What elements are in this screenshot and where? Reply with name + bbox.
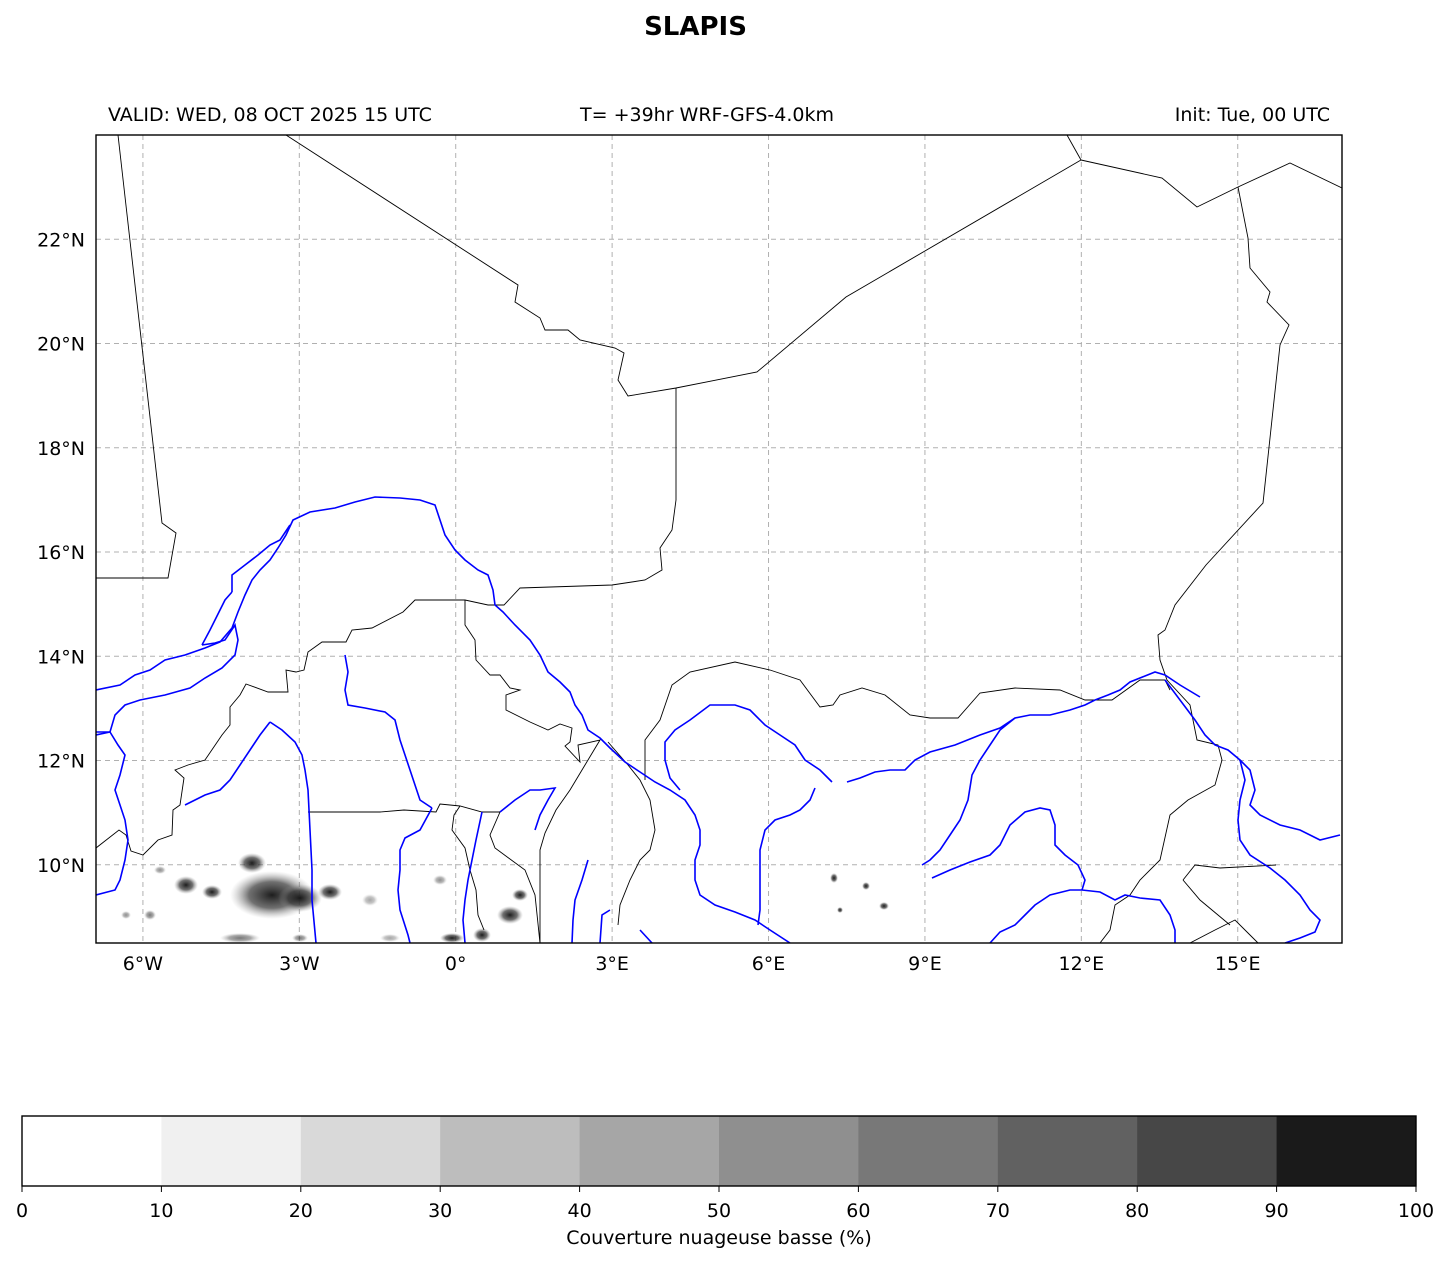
latitude-tick-label: 20°N: [37, 334, 85, 356]
latitude-tick-label: 12°N: [37, 751, 85, 773]
latitude-tick-label: 16°N: [37, 542, 85, 564]
low-cloud-field: [121, 853, 889, 943]
colorbar: 0 10 20 30 40 50 60 70 80 90 100: [16, 1115, 1434, 1222]
colorbar-segment: [300, 1116, 441, 1186]
rivers: [96, 496, 1341, 943]
country-borders: [96, 135, 1342, 943]
longitude-labels: 6°W 3°W 0° 3°E 6°E 9°E 12°E 15°E: [123, 953, 1261, 975]
colorbar-segment: [22, 1116, 162, 1186]
colorbar-segment: [1137, 1116, 1278, 1186]
longitude-tick-label: 0°: [445, 953, 467, 975]
latitude-tick-label: 10°N: [37, 855, 85, 877]
map-frame: [95, 134, 1343, 944]
colorbar-tick-label: 100: [1398, 1200, 1434, 1222]
colorbar-tick-label: 20: [289, 1200, 313, 1222]
colorbar-segment: [997, 1116, 1138, 1186]
colorbar-segment: [579, 1116, 720, 1186]
colorbar-segment: [858, 1116, 999, 1186]
forecast-info: T= +39hr WRF-GFS-4.0km: [580, 104, 834, 126]
colorbar-segment: [440, 1116, 581, 1186]
longitude-tick-label: 6°E: [752, 953, 786, 975]
map-title: SLAPIS: [644, 12, 747, 42]
colorbar-tick-label: 10: [149, 1200, 173, 1222]
colorbar-tick-label: 0: [16, 1200, 28, 1222]
colorbar-tick-label: 30: [428, 1200, 452, 1222]
colorbar-segment: [719, 1116, 859, 1186]
latitude-tick-label: 22°N: [37, 229, 85, 251]
colorbar-tick-label: 60: [846, 1200, 870, 1222]
init-time: Init: Tue, 00 UTC: [1174, 104, 1330, 126]
colorbar-tick-label: 90: [1265, 1200, 1289, 1222]
colorbar-segment: [161, 1116, 302, 1186]
colorbar-tick-label: 50: [707, 1200, 731, 1222]
colorbar-tick-label: 40: [568, 1200, 592, 1222]
longitude-tick-label: 6°W: [123, 953, 164, 975]
longitude-tick-label: 12°E: [1058, 953, 1104, 975]
longitude-tick-label: 3°W: [279, 953, 320, 975]
latitude-tick-label: 18°N: [37, 438, 85, 460]
longitude-tick-label: 3°E: [595, 953, 629, 975]
colorbar-segment: [1276, 1116, 1417, 1186]
colorbar-tick-label: 80: [1125, 1200, 1149, 1222]
longitude-tick-label: 9°E: [908, 953, 942, 975]
valid-time: VALID: WED, 08 OCT 2025 15 UTC: [108, 104, 432, 126]
longitude-tick-label: 15°E: [1215, 953, 1261, 975]
latitude-labels: 22°N 20°N 18°N 16°N 14°N 12°N 10°N: [37, 229, 85, 877]
colorbar-tick-label: 70: [986, 1200, 1010, 1222]
colorbar-label: Couverture nuageuse basse (%): [566, 1227, 872, 1249]
latitude-tick-label: 14°N: [37, 646, 85, 668]
